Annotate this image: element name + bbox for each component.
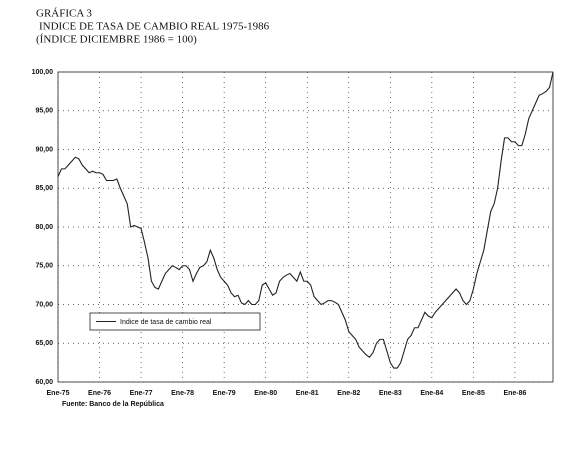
y-tick-label: 65,00 xyxy=(35,340,53,347)
legend-label: Indice de tasa de cambio real xyxy=(120,319,212,326)
legend-box xyxy=(89,312,261,331)
y-tick-label: 70,00 xyxy=(35,301,53,308)
y-tick-label: 95,00 xyxy=(35,108,53,115)
x-tick-label: Ene-78 xyxy=(171,390,194,397)
x-tick-label: Ene-80 xyxy=(254,390,277,397)
data-line xyxy=(57,71,554,369)
x-tick-label: Ene-76 xyxy=(88,390,111,397)
x-tick-label: Ene-75 xyxy=(47,390,70,397)
chart-title: GRÁFICA 3 xyxy=(36,8,92,20)
x-tick-label: Ene-77 xyxy=(130,390,153,397)
x-tick-label: Ene-83 xyxy=(379,390,402,397)
chart-subtitle: (ÍNDICE DICIEMBRE 1986 = 100) xyxy=(36,34,197,46)
y-tick-label: 100,00 xyxy=(32,69,54,76)
x-tick-label: Ene-81 xyxy=(296,390,319,397)
y-tick-label: 60,00 xyxy=(35,379,53,386)
x-tick-label: Ene-79 xyxy=(213,390,236,397)
x-tick-label: Ene-85 xyxy=(462,390,485,397)
x-tick-label: Ene-86 xyxy=(503,390,526,397)
y-tick-label: 90,00 xyxy=(35,146,53,153)
x-tick-label: Ene-84 xyxy=(420,390,443,397)
y-tick-label: 85,00 xyxy=(35,185,53,192)
chart-subtitle: INDICE DE TASA DE CAMBIO REAL 1975-1986 xyxy=(39,21,270,33)
y-tick-label: 75,00 xyxy=(35,263,53,270)
x-tick-label: Ene-82 xyxy=(337,390,360,397)
y-tick-label: 80,00 xyxy=(35,224,53,231)
source-note: Fuente: Banco de la República xyxy=(62,401,164,408)
